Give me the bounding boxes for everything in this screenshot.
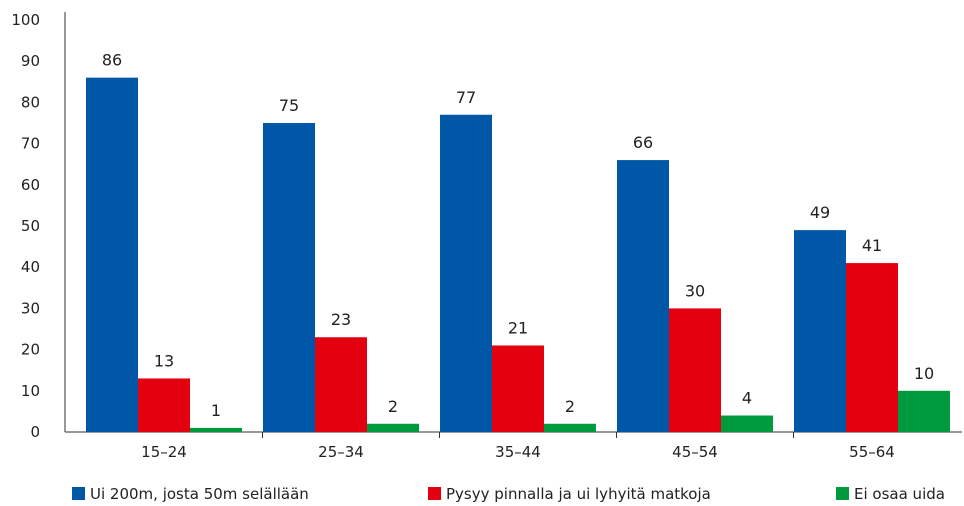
bars: 86 75 77 66 49 13 23 21 30 41 1 2 2 4 10 [86, 51, 950, 433]
data-label: 13 [154, 351, 174, 370]
bar [721, 415, 773, 432]
y-tick-label: 20 [21, 341, 40, 359]
data-label: 4 [742, 389, 752, 408]
bar [544, 423, 596, 432]
bar [263, 123, 315, 432]
bar [190, 427, 242, 432]
x-tick-label: 25–34 [318, 443, 364, 461]
legend-label: Pysyy pinnalla ja ui lyhyitä matkoja [446, 485, 711, 503]
legend-swatch [428, 487, 441, 500]
data-label: 41 [862, 236, 882, 255]
bar [315, 337, 367, 432]
bar [367, 423, 419, 432]
axes: 0 10 20 30 40 50 60 70 80 90 100 15–24 25–34 35–44 45–… [11, 11, 962, 461]
legend-swatch [836, 487, 849, 500]
bar [492, 345, 544, 432]
legend-label: Ei osaa uida [854, 485, 945, 503]
data-label: 75 [279, 96, 299, 115]
x-tick-label: 35–44 [495, 443, 541, 461]
data-label: 30 [685, 281, 705, 300]
x-tick-label: 55–64 [849, 443, 895, 461]
bar [440, 114, 492, 432]
x-tick-label: 15–24 [141, 443, 187, 461]
bar [898, 390, 950, 432]
y-tick-label: 80 [21, 93, 40, 111]
data-label: 1 [211, 401, 221, 420]
legend-label: Ui 200m, josta 50m selällään [90, 485, 309, 503]
y-tick-label: 0 [30, 423, 40, 441]
y-tick-label: 60 [21, 176, 40, 194]
data-label: 10 [914, 364, 934, 383]
data-label: 2 [388, 397, 398, 416]
bar [669, 308, 721, 432]
data-label: 23 [331, 310, 351, 329]
legend-swatch [72, 487, 85, 500]
bar [86, 77, 138, 433]
y-tick-label: 70 [21, 135, 40, 153]
y-tick-label: 50 [21, 217, 40, 235]
y-tick-label: 90 [21, 52, 40, 70]
y-tick-label: 100 [11, 11, 40, 29]
x-tick-label: 45–54 [672, 443, 718, 461]
data-label: 21 [508, 318, 528, 337]
bar [794, 230, 846, 432]
data-label: 49 [810, 203, 830, 222]
data-label: 66 [633, 133, 653, 152]
bar [617, 160, 669, 432]
y-tick-label: 10 [21, 382, 40, 400]
y-tick-label: 30 [21, 299, 40, 317]
bar [138, 378, 190, 432]
data-label: 86 [102, 51, 122, 70]
y-tick-label: 40 [21, 258, 40, 276]
bar [846, 263, 898, 432]
data-label: 2 [565, 397, 575, 416]
data-label: 77 [456, 88, 476, 107]
legend: Ui 200m, josta 50m selällään Pysyy pinnal… [72, 485, 945, 503]
